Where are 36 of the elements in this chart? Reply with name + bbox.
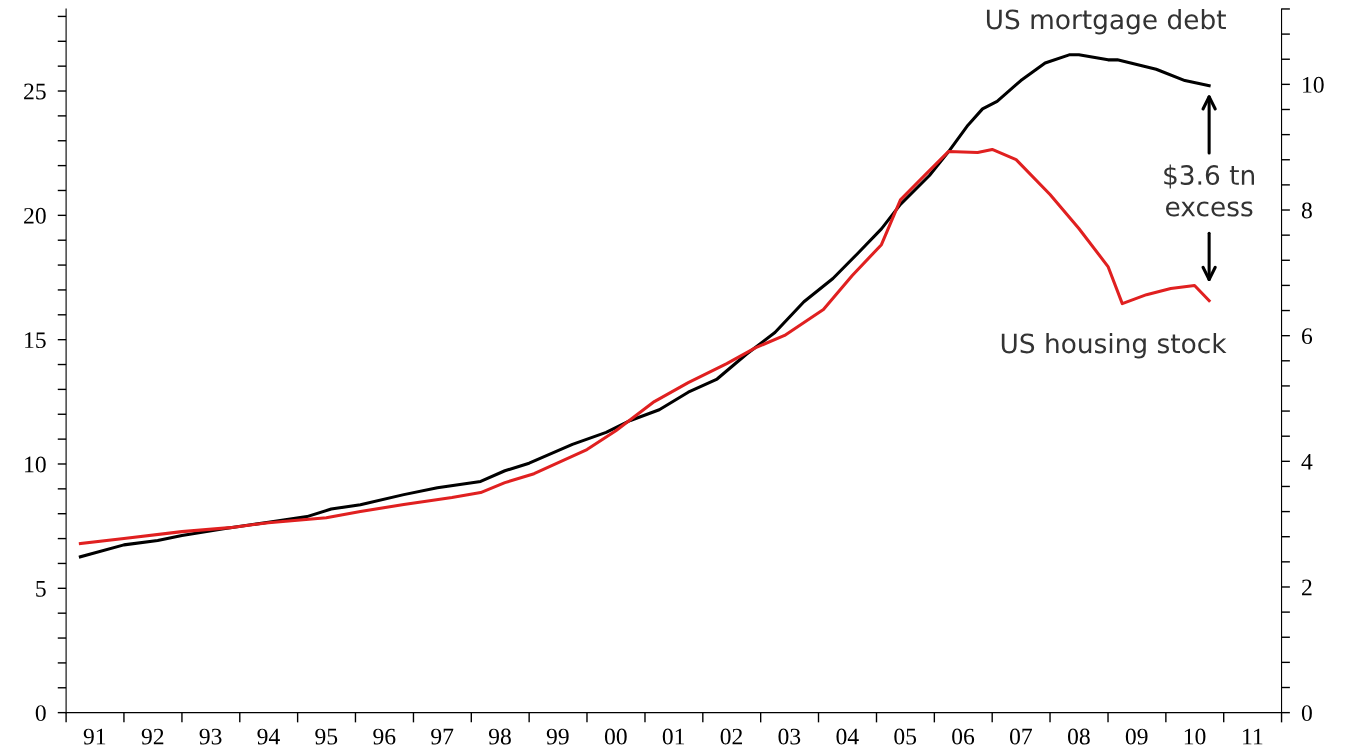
y-tick-label: 0 [35, 705, 46, 722]
x-tick-label: 91 [83, 728, 106, 745]
x-tick-label: 98 [488, 728, 511, 745]
x-tick-label: 04 [836, 728, 859, 745]
y2-tick-label: 10 [1303, 76, 1324, 93]
y2-tick-label: 0 [1301, 705, 1312, 722]
y2-tick-label: 2 [1302, 579, 1312, 596]
x-tick-label: 95 [315, 728, 338, 745]
x-tick-label: 01 [662, 728, 685, 745]
x-tick-label: 10 [1184, 728, 1206, 745]
y2-tick-label: 8 [1301, 202, 1312, 219]
x-tick-label: 97 [431, 728, 454, 745]
y-tick-label: 25 [24, 83, 46, 100]
y-tick-label: 5 [36, 581, 46, 597]
x-tick-label: 11 [1243, 728, 1263, 745]
y2-tick-label: 4 [1301, 453, 1313, 470]
x-tick-label: 06 [952, 728, 975, 745]
x-tick-label: 03 [778, 728, 801, 745]
x-tick-label: 02 [720, 728, 743, 745]
y-tick-label: 20 [24, 207, 46, 224]
x-tick-label: 94 [257, 728, 280, 745]
x-tick-label: 00 [604, 728, 627, 745]
y-tick-label: 10 [25, 456, 46, 473]
x-tick-label: 07 [1009, 728, 1032, 745]
y-tick-label: 15 [25, 332, 46, 349]
x-tick-label: 05 [894, 728, 917, 745]
x-tick-label: 99 [546, 728, 569, 745]
x-tick-label: 08 [1067, 728, 1090, 745]
y2-tick-label: 6 [1302, 328, 1313, 345]
series-label: US housing stock [1001, 332, 1227, 359]
x-tick-label: 96 [373, 728, 396, 745]
x-tick-label: 09 [1125, 728, 1148, 745]
x-tick-label: 92 [141, 728, 164, 745]
series-label: US mortgage debt [986, 8, 1226, 35]
annotation: $3.6 tn excess [1164, 164, 1254, 217]
x-tick-label: 93 [199, 728, 222, 745]
